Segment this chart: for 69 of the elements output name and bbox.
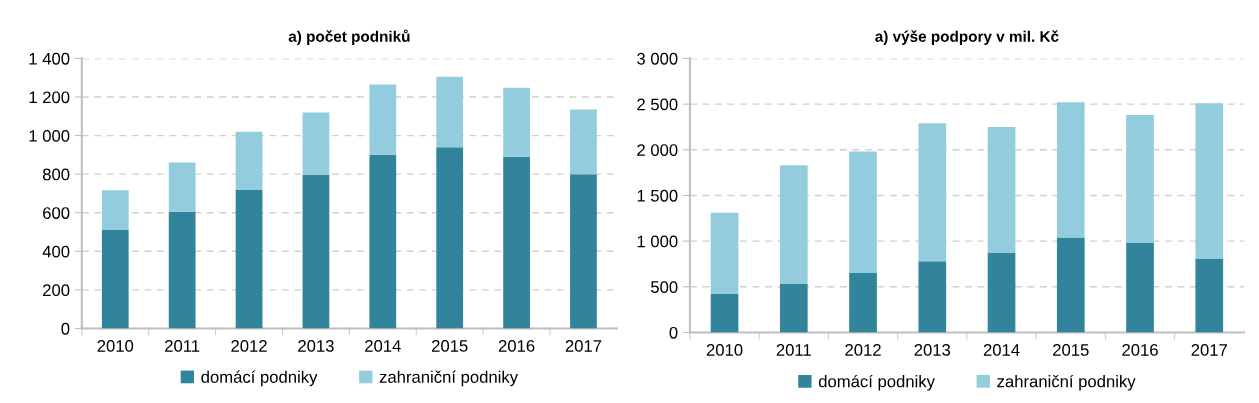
y-tick-label: 800 [42,168,70,181]
x-tick-label: 2012 [845,344,881,356]
bar [849,151,877,274]
bar [987,253,1016,333]
x-tick-label: 2013 [914,344,951,356]
bar [1056,237,1085,333]
bar [168,211,196,329]
y-tick-label: 1 000 [29,129,70,142]
y-tick-label: 0 [61,322,70,335]
bar [436,147,464,329]
bar [1195,258,1224,333]
x-tick-label: 2017 [1191,344,1227,356]
bar [918,123,947,262]
y-tick-label: 2 500 [637,98,678,111]
y-tick-label: 1 500 [637,189,678,202]
y-tick-label: 1 400 [29,52,70,65]
x-tick-label: 2015 [432,340,468,352]
y-tick-label: 500 [650,281,678,293]
bar [1195,103,1224,259]
y-tick-label: 600 [43,207,70,219]
y-tick-label: 2 000 [637,144,678,156]
bar [570,174,597,329]
x-tick-label: 2015 [1053,344,1089,356]
legend-label: domácí podniky [818,374,935,391]
bar [235,131,263,190]
y-tick-label: 0 [669,326,678,339]
bar [503,87,530,157]
x-tick-label: 2011 [165,340,200,352]
bar [503,156,530,329]
bar [710,294,739,333]
x-tick-label: 2012 [231,340,267,352]
x-tick-label: 2014 [983,344,1020,356]
bar [168,162,196,212]
y-tick-label: 200 [43,284,70,297]
bar [369,84,397,155]
bar [849,273,877,333]
legend-label: zahraniční podniky [997,374,1136,391]
bar [302,112,330,176]
bar [918,261,947,333]
bar [302,175,330,329]
bar [436,76,464,148]
bar [369,154,397,329]
bar [1056,102,1085,238]
x-tick-label: 2016 [498,340,535,352]
y-tick-label: 1 200 [29,91,70,104]
bar [779,165,808,285]
bar [235,189,263,329]
chart-title: a) počet podniků [288,29,410,45]
x-tick-label: 2011 [776,344,811,356]
y-tick-label: 400 [42,245,70,258]
x-tick-label: 2014 [365,340,401,352]
bar [570,109,597,175]
x-tick-label: 2013 [298,340,334,352]
chart-title: a) výše podpory v mil. Kč [875,30,1059,45]
x-tick-label: 2016 [1122,344,1158,356]
x-tick-label: 2010 [97,340,134,352]
bar [101,190,129,231]
bar [101,230,129,329]
legend-label: domácí podniky [201,370,318,387]
legend-label: zahraniční podniky [379,370,519,387]
bar [1126,242,1154,333]
y-tick-label: 1 000 [637,235,678,248]
bar [779,284,808,333]
y-tick-label: 3 000 [637,52,678,65]
x-tick-label: 2010 [706,344,743,356]
bar [710,212,739,295]
bar [987,126,1016,253]
x-tick-label: 2017 [565,340,602,352]
bar [1126,115,1154,243]
